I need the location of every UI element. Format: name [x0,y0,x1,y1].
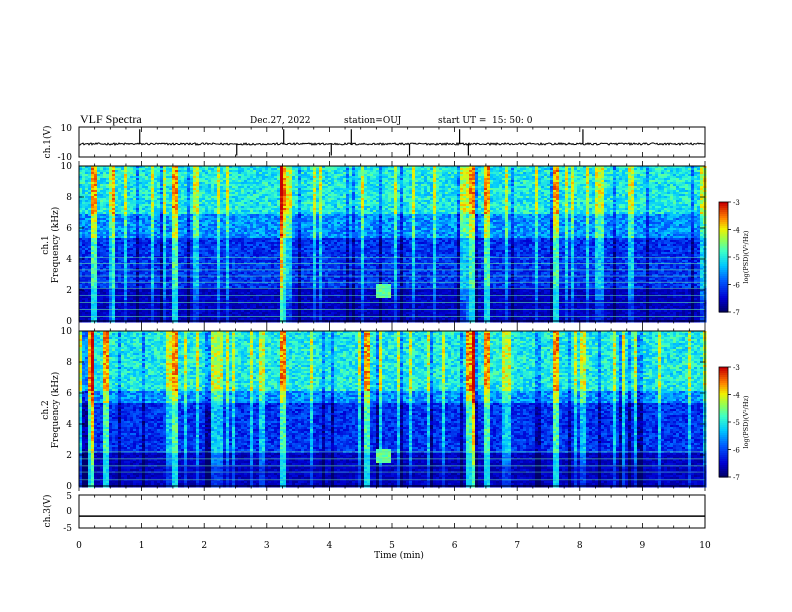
start-ut-label: start UT = [438,116,486,126]
vlf-figure: VLF Spectra Dec.27, 2022 station=OUJ sta… [0,0,792,612]
ch1-ytick-top: 10 [61,124,73,134]
figure-title: VLF Spectra [80,112,142,126]
date-label: Dec.27, 2022 [250,116,311,126]
station-label: station=OUJ [344,116,402,126]
spectrogram-ch1-image [79,166,707,323]
start-ut-value: 15: 50: 0 [492,116,533,126]
panel-ch1-waveform: 10 -10 ch.1(V) [42,124,705,163]
ch1-ylabel: ch.1(V) [42,126,53,159]
